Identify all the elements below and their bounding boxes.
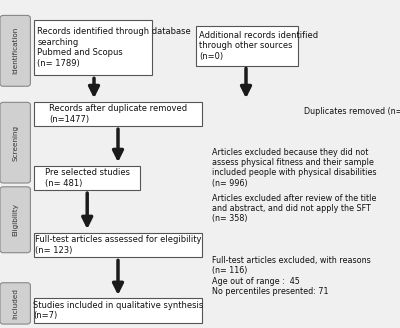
Text: Additional records identified
through other sources
(n=0): Additional records identified through ot… [199,31,318,61]
Text: Full-test articles assessed for elegibility
(n= 123): Full-test articles assessed for elegibil… [35,236,201,255]
Text: Duplicates removed (n=312): Duplicates removed (n=312) [304,107,400,115]
FancyBboxPatch shape [34,166,140,190]
Text: Pre selected studies
(n= 481): Pre selected studies (n= 481) [44,168,130,188]
FancyBboxPatch shape [0,283,30,324]
Text: Eligibility: Eligibility [12,203,18,236]
Text: Studies included in qualitative synthesis
(n=7): Studies included in qualitative synthesi… [33,301,203,320]
FancyBboxPatch shape [34,233,202,257]
FancyBboxPatch shape [34,298,202,323]
Text: Articles excluded because they did not
assess physical fitness and their sample
: Articles excluded because they did not a… [212,148,376,188]
FancyBboxPatch shape [196,26,298,66]
FancyBboxPatch shape [0,15,30,86]
Text: Full-test articles excluded, with reasons
(n= 116)
Age out of range :  45
No per: Full-test articles excluded, with reason… [212,256,371,296]
FancyBboxPatch shape [34,102,202,126]
FancyBboxPatch shape [34,20,152,75]
Text: Articles excluded after review of the title
and abstract, and did not apply the : Articles excluded after review of the ti… [212,194,376,223]
FancyBboxPatch shape [0,187,30,253]
Text: Identification: Identification [12,27,18,74]
Text: Records identified through database
searching
Pubmed and Scopus
(n= 1789): Records identified through database sear… [37,28,191,68]
Text: Included: Included [12,288,18,319]
Text: Records after duplicate removed
(n=1477): Records after duplicate removed (n=1477) [49,104,187,124]
Text: Screening: Screening [12,125,18,161]
FancyBboxPatch shape [0,102,30,183]
